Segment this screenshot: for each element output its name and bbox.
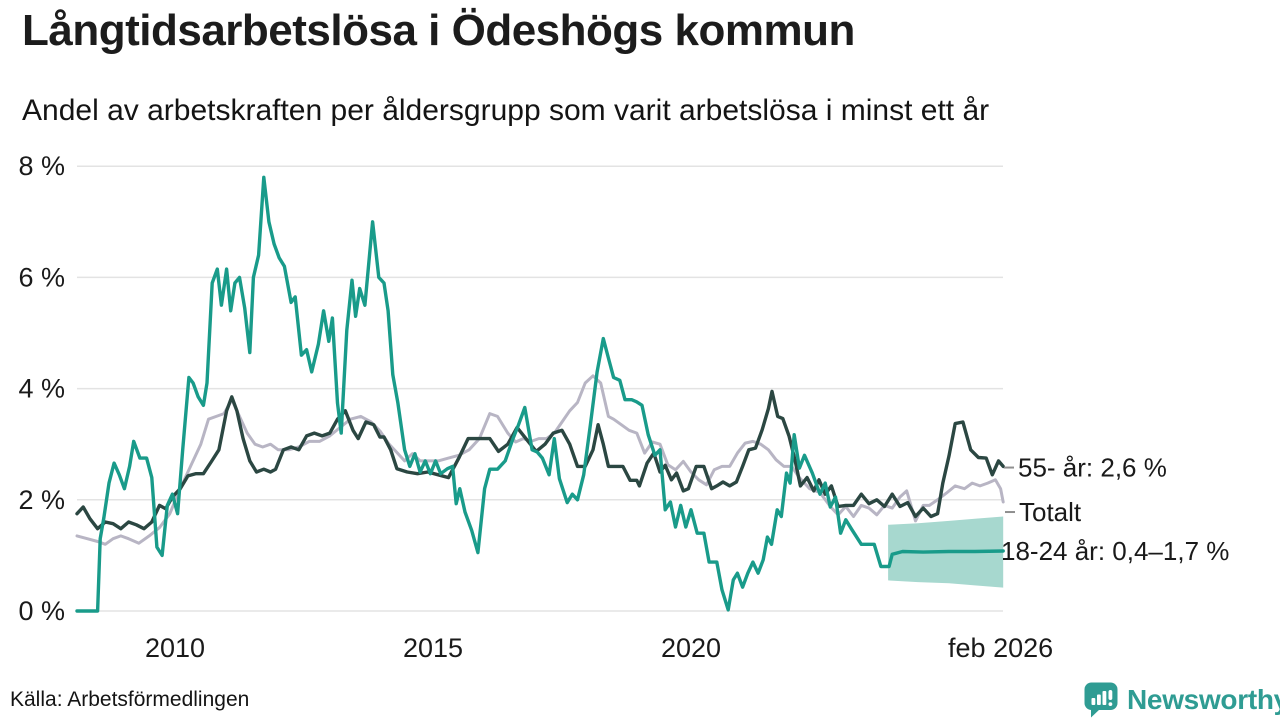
y-axis-tick-label: 0 % [18,596,65,626]
series-line-18-24-ar [75,175,1005,613]
newsworthy-logo-icon [1084,682,1118,718]
x-axis-tick-label: 2015 [403,633,463,663]
page-title: Långtidsarbetslösa i Ödeshögs kommun [22,6,855,55]
label-18-24: 18-24 år: 0,4–1,7 % [1001,536,1229,566]
x-axis-tick-label: 2010 [145,633,205,663]
label-totalt: Totalt [1019,497,1082,527]
series-line-totalt [75,374,1005,546]
label-55-ar: 55- år: 2,6 % [1018,453,1167,483]
x-axis-tick-label: 2020 [661,633,721,663]
y-axis-tick-label: 4 % [18,374,65,404]
y-axis-tick-label: 8 % [18,151,65,181]
source-note: Källa: Arbetsförmedlingen [10,688,250,711]
y-axis-tick-label: 6 % [18,262,65,292]
brand-name: Newsworthy [1127,684,1280,715]
x-axis-tick-label: feb 2026 [948,633,1053,663]
chart-subtitle: Andel av arbetskraften per åldersgrupp s… [22,94,990,127]
series-line-55-ar [75,389,1005,531]
newsworthy-brand: Newsworthy [1084,682,1280,718]
y-axis-tick-label: 2 % [18,485,65,515]
